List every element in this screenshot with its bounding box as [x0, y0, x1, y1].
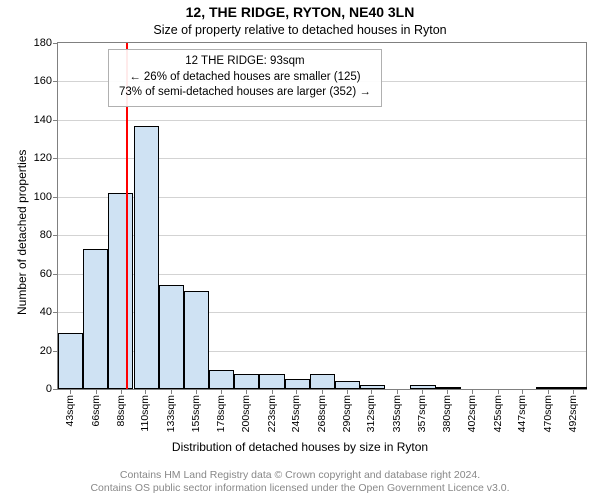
x-tick-label: 268sqm: [316, 395, 328, 432]
y-tick-label: 60: [40, 268, 52, 280]
y-tick-mark: [53, 312, 58, 313]
y-tick-mark: [53, 43, 58, 44]
y-axis-label: Number of detached properties: [15, 150, 29, 315]
histogram-bar: [83, 249, 108, 389]
x-tick-mark: [371, 389, 372, 394]
histogram-bar: [58, 333, 83, 389]
x-tick-mark: [145, 389, 146, 394]
info-box-line-1: 12 THE RIDGE: 93sqm: [119, 54, 371, 70]
info-box: 12 THE RIDGE: 93sqm← 26% of detached hou…: [108, 49, 382, 107]
x-tick-label: 66sqm: [90, 395, 102, 427]
footer-line-1: Contains HM Land Registry data © Crown c…: [0, 469, 600, 483]
histogram-bar: [285, 379, 310, 389]
histogram-bar: [335, 381, 360, 389]
histogram-bar: [360, 385, 385, 389]
x-tick-mark: [447, 389, 448, 394]
x-tick-label: 380sqm: [441, 395, 453, 432]
histogram-bar: [536, 387, 561, 389]
x-tick-mark: [246, 389, 247, 394]
x-tick-label: 402sqm: [466, 395, 478, 432]
histogram-bar: [184, 291, 209, 389]
x-tick-mark: [498, 389, 499, 394]
histogram-bar: [410, 385, 435, 389]
chart-title: 12, THE RIDGE, RYTON, NE40 3LN: [0, 4, 600, 20]
y-tick-mark: [53, 235, 58, 236]
histogram-bar: [209, 370, 234, 389]
x-tick-mark: [272, 389, 273, 394]
y-tick-mark: [53, 274, 58, 275]
x-tick-mark: [196, 389, 197, 394]
x-tick-label: 223sqm: [266, 395, 278, 432]
x-tick-mark: [422, 389, 423, 394]
y-tick-mark: [53, 158, 58, 159]
x-tick-label: 492sqm: [567, 395, 579, 432]
y-tick-label: 20: [40, 345, 52, 357]
y-tick-label: 140: [34, 114, 52, 126]
y-tick-mark: [53, 197, 58, 198]
x-tick-mark: [121, 389, 122, 394]
x-tick-mark: [573, 389, 574, 394]
x-tick-label: 335sqm: [391, 395, 403, 432]
x-tick-label: 88sqm: [115, 395, 127, 427]
x-tick-label: 133sqm: [165, 395, 177, 432]
histogram-bar: [234, 374, 259, 389]
x-tick-label: 290sqm: [341, 395, 353, 432]
chart-container: 12, THE RIDGE, RYTON, NE40 3LN Size of p…: [0, 0, 600, 500]
x-tick-mark: [347, 389, 348, 394]
x-tick-label: 312sqm: [365, 395, 377, 432]
histogram-bar: [561, 387, 586, 389]
x-tick-label: 178sqm: [215, 395, 227, 432]
footer-attribution: Contains HM Land Registry data © Crown c…: [0, 469, 600, 496]
x-tick-mark: [322, 389, 323, 394]
x-tick-label: 200sqm: [240, 395, 252, 432]
x-tick-mark: [548, 389, 549, 394]
y-tick-mark: [53, 81, 58, 82]
histogram-bar: [159, 285, 184, 389]
y-tick-label: 0: [46, 383, 52, 395]
x-axis-label: Distribution of detached houses by size …: [0, 440, 600, 454]
info-box-line-3: 73% of semi-detached houses are larger (…: [119, 85, 371, 101]
x-tick-label: 357sqm: [416, 395, 428, 432]
histogram-bar: [436, 387, 461, 389]
x-tick-label: 110sqm: [139, 395, 151, 432]
info-box-line-2: ← 26% of detached houses are smaller (12…: [119, 70, 371, 86]
x-tick-label: 425sqm: [492, 395, 504, 432]
plot-area: 02040608010012014016018043sqm66sqm88sqm1…: [57, 42, 587, 390]
x-tick-mark: [171, 389, 172, 394]
histogram-bar: [134, 126, 159, 389]
x-tick-label: 155sqm: [190, 395, 202, 432]
chart-subtitle: Size of property relative to detached ho…: [0, 23, 600, 37]
x-tick-mark: [397, 389, 398, 394]
x-tick-mark: [96, 389, 97, 394]
x-tick-label: 43sqm: [64, 395, 76, 427]
y-tick-label: 180: [34, 37, 52, 49]
x-tick-mark: [522, 389, 523, 394]
y-tick-mark: [53, 389, 58, 390]
histogram-bar: [259, 374, 284, 389]
x-tick-mark: [70, 389, 71, 394]
x-tick-mark: [472, 389, 473, 394]
y-tick-label: 120: [34, 152, 52, 164]
x-tick-label: 447sqm: [516, 395, 528, 432]
x-tick-mark: [296, 389, 297, 394]
y-tick-label: 160: [34, 75, 52, 87]
x-tick-mark: [221, 389, 222, 394]
footer-line-2: Contains OS public sector information li…: [0, 482, 600, 496]
x-tick-label: 245sqm: [290, 395, 302, 432]
y-tick-label: 80: [40, 229, 52, 241]
y-tick-label: 100: [34, 191, 52, 203]
histogram-bar: [310, 374, 335, 389]
y-tick-label: 40: [40, 306, 52, 318]
x-tick-label: 470sqm: [542, 395, 554, 432]
gridline: [58, 120, 586, 121]
histogram-bar: [108, 193, 133, 389]
y-tick-mark: [53, 120, 58, 121]
